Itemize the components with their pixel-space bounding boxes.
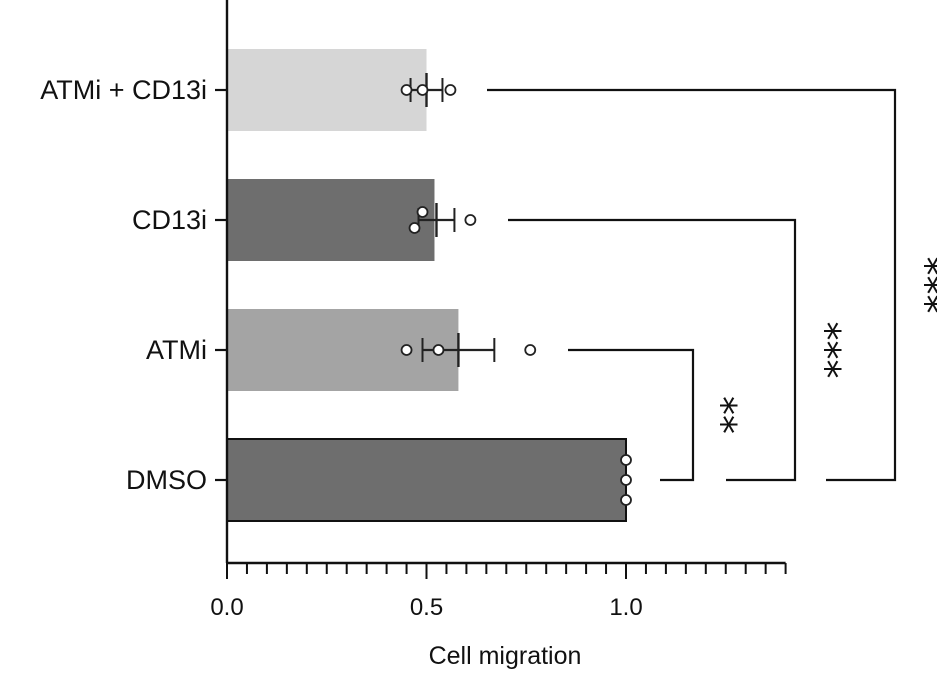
category-label: ATMi — [146, 335, 207, 365]
significance-bracket — [568, 348, 695, 482]
bars-layer — [226, 49, 627, 522]
data-point — [464, 214, 477, 226]
significance-label: *** — [904, 257, 937, 314]
significance-bracket — [508, 218, 797, 482]
bar — [227, 309, 459, 391]
category-label: CD13i — [132, 205, 207, 235]
x-tick-label: 0.0 — [210, 594, 243, 621]
data-points-layer — [400, 84, 632, 506]
significance-label: ** — [700, 396, 744, 434]
significance-layer: ******** — [487, 88, 937, 482]
data-point — [620, 474, 632, 486]
bar — [227, 49, 427, 131]
data-point — [400, 84, 413, 96]
data-point — [620, 454, 632, 466]
data-point — [400, 344, 413, 356]
data-point — [620, 494, 632, 506]
bar — [226, 438, 627, 522]
data-point — [524, 344, 537, 356]
axes-layer: ATMi + CD13i CD13i ATMi DMSO 0.0 0.5 1.0 — [40, 0, 787, 621]
data-point — [444, 84, 457, 96]
data-point — [416, 206, 429, 218]
x-axis-label: Cell migration — [429, 642, 582, 670]
data-point — [432, 344, 445, 356]
significance-bracket — [487, 88, 897, 482]
data-point — [416, 84, 429, 96]
significance-label: *** — [804, 322, 848, 379]
x-tick-label: 1.0 — [609, 594, 642, 621]
x-tick-label: 0.5 — [410, 594, 443, 621]
data-point — [408, 222, 421, 234]
category-label: ATMi + CD13i — [40, 75, 207, 105]
bar — [227, 179, 435, 261]
category-label: DMSO — [126, 465, 207, 495]
